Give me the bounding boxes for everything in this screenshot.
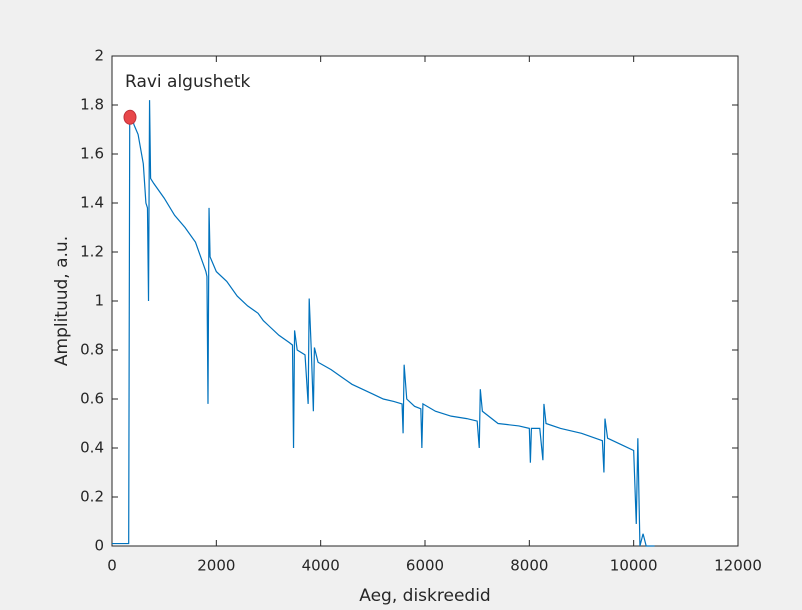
y-tick-label: 0.4 [80,439,104,457]
y-tick-label: 0.2 [80,488,104,506]
y-axis-label: Amplituud, a.u. [52,236,72,366]
y-tick-label: 0 [94,537,104,555]
start-marker [123,109,137,125]
y-tick-label: 1.6 [80,145,104,163]
y-tick-label: 0.8 [80,341,104,359]
x-tick-label: 2000 [197,557,235,575]
plot-area [111,55,739,547]
x-tick-label: 6000 [406,557,444,575]
x-tick-label: 8000 [510,557,548,575]
data-line [112,100,655,547]
x-tick-label: 12000 [714,557,762,575]
x-tick-label: 4000 [302,557,340,575]
y-tick-label: 1 [94,292,104,310]
y-tick-label: 1.8 [80,96,104,114]
x-tick-label: 0 [107,557,117,575]
y-tick-label: 0.6 [80,390,104,408]
annotation: Ravi algushetk [125,72,251,92]
y-tick-label: 1.2 [80,243,104,261]
x-axis-label: Aeg, diskreedid [359,586,490,606]
y-tick-label: 1.4 [80,194,104,212]
x-tick-label: 10000 [610,557,658,575]
y-tick-label: 2 [94,47,104,65]
